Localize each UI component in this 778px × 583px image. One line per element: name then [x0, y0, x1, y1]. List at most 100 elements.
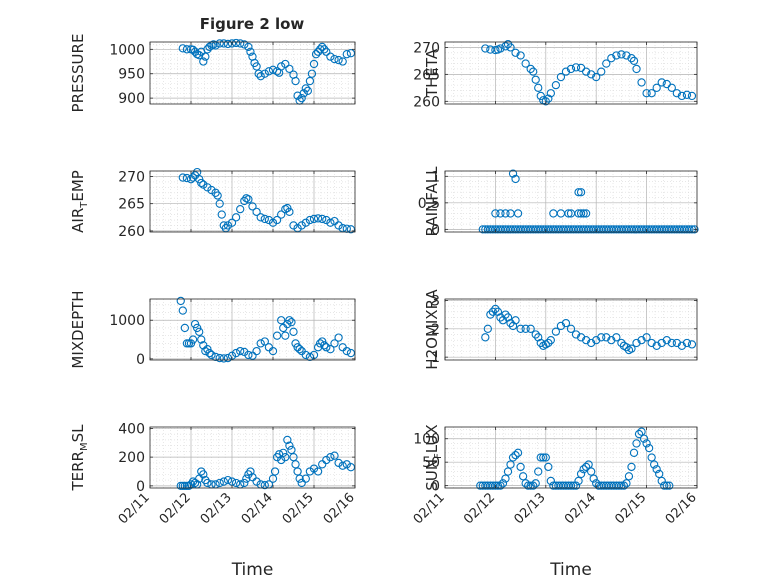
y-axis-label: TERRMSL [69, 424, 90, 492]
data-point [252, 207, 261, 216]
y-tick-label: 3 [431, 293, 440, 309]
data-point [285, 207, 294, 216]
subplot-7: 02/11 02/12 02/13 02/14 02/15 02/16 0 200 400 TER… [69, 421, 358, 580]
data-point [546, 476, 555, 486]
data-point [521, 479, 530, 488]
data-point [690, 225, 699, 234]
data-point [268, 218, 278, 227]
data-point [192, 323, 202, 333]
data-point [551, 80, 561, 90]
y-tick-label: 50 [422, 455, 440, 471]
data-point [240, 196, 249, 206]
x-tick-label: 02/15 [280, 490, 317, 527]
x-tick-label: 02/11 [116, 490, 153, 527]
data-point [529, 67, 538, 76]
data-point [491, 209, 500, 218]
data-point [526, 481, 535, 490]
data-point [305, 352, 315, 362]
data-point [597, 333, 606, 342]
y-tick-label: 265 [413, 67, 440, 83]
data-point [268, 346, 278, 356]
data-point [203, 345, 212, 354]
data-point [508, 453, 518, 462]
data-point [176, 296, 185, 306]
data-point [338, 461, 347, 470]
data-point [546, 335, 555, 345]
data-point [334, 55, 343, 65]
data-point [322, 215, 331, 225]
series-markers [178, 167, 356, 234]
data-point [597, 67, 606, 76]
data-point [227, 218, 237, 227]
x-tick-label: 02/14 [562, 490, 599, 527]
data-point [589, 474, 598, 483]
data-point [506, 460, 515, 469]
data-point [223, 39, 233, 49]
data-point [219, 221, 228, 230]
data-point [511, 450, 520, 460]
data-point [561, 318, 571, 328]
y-axis-label: H2OMIXRA [423, 289, 441, 370]
data-point [205, 348, 214, 358]
data-point [272, 67, 282, 76]
data-point [334, 458, 343, 468]
data-point [277, 316, 286, 325]
data-point [203, 183, 212, 192]
data-point [602, 59, 611, 68]
data-point [205, 42, 214, 52]
data-point [301, 84, 310, 93]
data-point [667, 83, 676, 92]
data-point [311, 50, 321, 59]
data-point [281, 331, 290, 340]
data-point [301, 350, 310, 360]
data-point [529, 481, 538, 490]
data-point [652, 465, 661, 474]
data-point [576, 209, 586, 218]
axes-box [444, 298, 698, 361]
data-point [642, 333, 651, 342]
axes-box [444, 41, 698, 105]
x-axis-label: Time [549, 560, 592, 580]
data-point [657, 476, 666, 486]
data-point [531, 75, 540, 84]
data-point [544, 338, 553, 348]
data-point [178, 173, 187, 182]
data-point [632, 439, 641, 448]
x-tick-label: 02/16 [663, 490, 700, 527]
data-point [564, 209, 573, 218]
data-point [207, 350, 216, 360]
data-point [642, 89, 651, 98]
data-point [624, 472, 634, 481]
data-point [346, 49, 356, 58]
data-point [272, 215, 282, 225]
data-point [199, 470, 208, 479]
x-tick-label: 02/11 [411, 490, 448, 527]
data-point [227, 39, 237, 48]
data-point [279, 448, 288, 457]
data-point [244, 42, 253, 52]
data-point [665, 481, 674, 490]
data-point [488, 307, 498, 316]
axes-box [444, 170, 698, 233]
data-point [576, 469, 586, 479]
data-point [289, 327, 298, 336]
data-point [544, 462, 553, 472]
data-point [252, 62, 261, 71]
data-point [211, 188, 220, 197]
x-tick-label: 02/16 [321, 490, 358, 527]
subplot-8: 02/11 02/12 02/13 02/14 02/15 02/16050100SUNF… [411, 424, 700, 580]
data-point [326, 218, 335, 227]
data-point [197, 178, 206, 188]
data-point [569, 481, 578, 490]
data-point [236, 39, 245, 48]
data-point [305, 467, 315, 476]
y-axis-label-main: TERR [69, 451, 87, 492]
y-axis-label: SUNFLUX [423, 424, 444, 490]
data-point [536, 91, 545, 101]
data-point [629, 448, 639, 457]
data-point [299, 89, 308, 98]
